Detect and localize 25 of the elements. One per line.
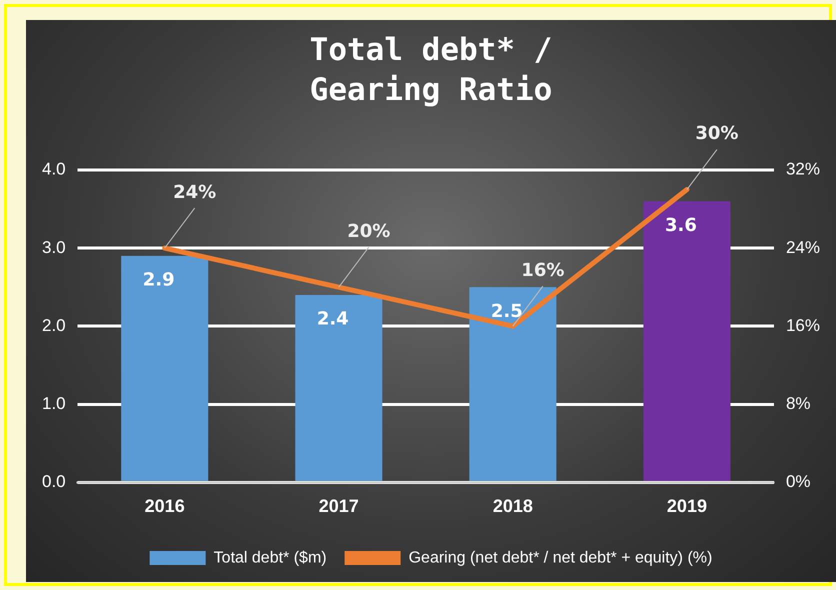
data-label: 30% [695,123,738,144]
y2-tick-label: 32% [786,160,820,179]
chart-title: Total debt* / Gearing Ratio [308,31,554,110]
y2-tick-label: 24% [786,238,820,257]
y2-tick-label: 16% [786,316,820,335]
x-tick-label: 2017 [318,496,359,516]
x-tick-label: 2018 [492,496,533,516]
y-tick-label: 2.0 [42,316,66,335]
legend-label: Total debt* ($m) [214,549,327,566]
x-tick-label: 2016 [144,496,185,516]
y2-tick-label: 0% [786,472,811,492]
data-label: 3.6 [664,214,697,236]
y-tick-label: 3.0 [42,238,66,257]
y-tick-label: 1.0 [42,394,66,413]
data-label: 24% [173,182,216,203]
data-label: 16% [521,260,564,281]
data-label: 2.4 [316,308,349,330]
y2-tick-label: 8% [786,394,811,413]
legend-label: Gearing (net debt* / net debt* + equity) (%) [408,549,712,566]
x-tick-label: 2019 [666,496,707,516]
y-tick-label: 0.0 [42,472,66,492]
y-tick-label: 4.0 [42,160,66,179]
data-label: 2.9 [142,270,175,291]
data-label: 2.5 [490,300,523,322]
data-label: 20% [347,220,390,242]
